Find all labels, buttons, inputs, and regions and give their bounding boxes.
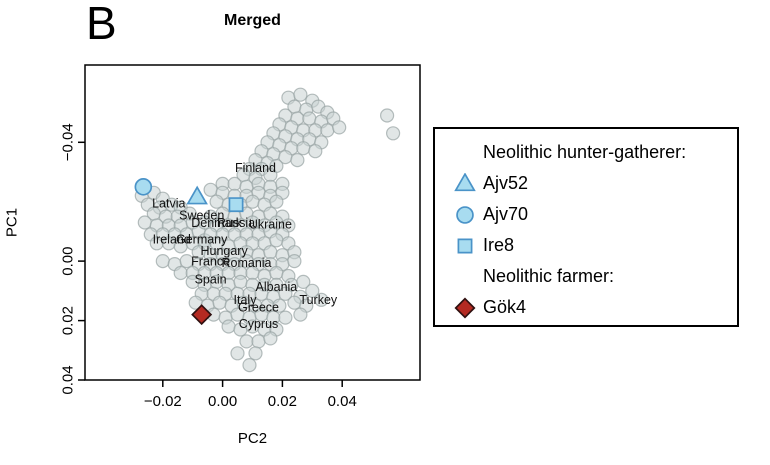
background-point [203,182,218,197]
background-point [227,176,242,191]
square-glyph [457,238,473,253]
country-label-france: France [191,255,230,269]
background-point [308,144,323,159]
background-point [290,152,305,168]
country-label-turkey: Turkey [299,293,337,307]
background-point [293,87,308,102]
country-label-romania: Romania [221,256,271,270]
background-point [305,283,320,298]
background-point [233,274,248,289]
country-label-germany: Germany [176,232,228,246]
legend-item-Ajv70: Ajv70 [447,199,737,230]
background-point [155,254,170,269]
legend-label: Ajv70 [483,204,529,224]
background-point [212,295,227,310]
plot-border [84,64,421,381]
background-point [278,286,293,301]
legend: Neolithic hunter-gatherer: Ajv52 Ajv70 Ire8… [433,127,739,327]
circle-glyph [456,205,474,224]
background-point [272,298,287,313]
diamond-glyph [454,296,476,319]
triangle-icon [447,172,483,195]
y-tick-label: 0.00 [60,246,77,275]
sample-marker-Ajv52 [186,185,208,205]
background-point [278,310,293,325]
background-point [296,274,311,289]
square-icon [447,235,483,257]
background-point [296,141,311,156]
background-point [314,292,329,307]
sample-marker-Ajv70 [134,178,153,196]
sample-marker-Gök4 [191,304,213,326]
sample-marker-Ire8 [228,197,244,213]
legend-label: Neolithic farmer: [483,266,615,286]
background-point [269,233,284,248]
background-point [380,108,395,123]
legend-label: Ire8 [483,235,515,255]
background-point [242,358,257,373]
country-label-russia: Russia [217,216,255,230]
country-label-spain: Spain [195,272,227,286]
country-label-ireland: Ireland [153,232,191,246]
legend-item-Gök4: Gök4 [447,292,737,323]
background-point [173,265,188,281]
country-label-hungary: Hungary [200,244,248,258]
background-point [320,123,335,138]
legend-group-title: Neolithic hunter-gatherer: [447,137,737,168]
diamond-icon [447,296,483,319]
background-point [332,120,347,135]
background-point [221,319,236,334]
background-point [293,307,308,322]
country-label-greece: Greece [238,301,279,315]
country-label-latvia: Latvia [152,197,185,211]
x-tick-label: 0.00 [208,393,237,410]
circle-icon [447,204,483,226]
background-point [386,126,401,141]
y-tick-label: 0.04 [60,365,77,394]
legend-group-title: Neolithic farmer: [447,261,737,292]
x-tick-label: 0.04 [328,393,357,410]
country-label-italy: Italy [234,293,258,307]
background-point [302,111,317,126]
x-tick-label: −0.02 [144,393,182,410]
legend-label: Gök4 [483,297,527,317]
country-label-cyprus: Cyprus [239,317,279,331]
background-point [287,254,302,269]
background-point [137,215,152,230]
legend-label: Ajv52 [483,173,529,193]
x-axis-title: PC2 [237,430,268,447]
panel-label: B [86,0,117,49]
background-point [251,334,266,349]
background-point [239,334,254,349]
y-tick-label: 0.02 [60,306,77,335]
background-point [269,194,284,209]
country-label-sweden: Sweden [179,209,224,223]
background-point [263,331,278,346]
legend-item-Ajv52: Ajv52 [447,168,737,199]
country-label-ukraine: Ukraine [249,217,292,231]
y-axis-title: PC1 [3,207,21,238]
legend-item-Ire8: Ire8 [447,230,737,261]
legend-label: Neolithic hunter-gatherer: [483,142,687,162]
background-point [230,346,245,361]
background-point [209,194,224,209]
background-point [269,265,284,281]
x-tick-label: 0.02 [268,393,297,410]
country-label-albania: Albania [256,280,298,294]
background-point [248,346,263,361]
plot-title: Merged [224,12,281,29]
y-tick-label: −0.04 [60,123,77,161]
country-label-denmark: Denmark [191,216,242,230]
country-label-finland: Finland [235,161,276,175]
background-point [245,194,260,209]
triangle-glyph [454,172,476,191]
